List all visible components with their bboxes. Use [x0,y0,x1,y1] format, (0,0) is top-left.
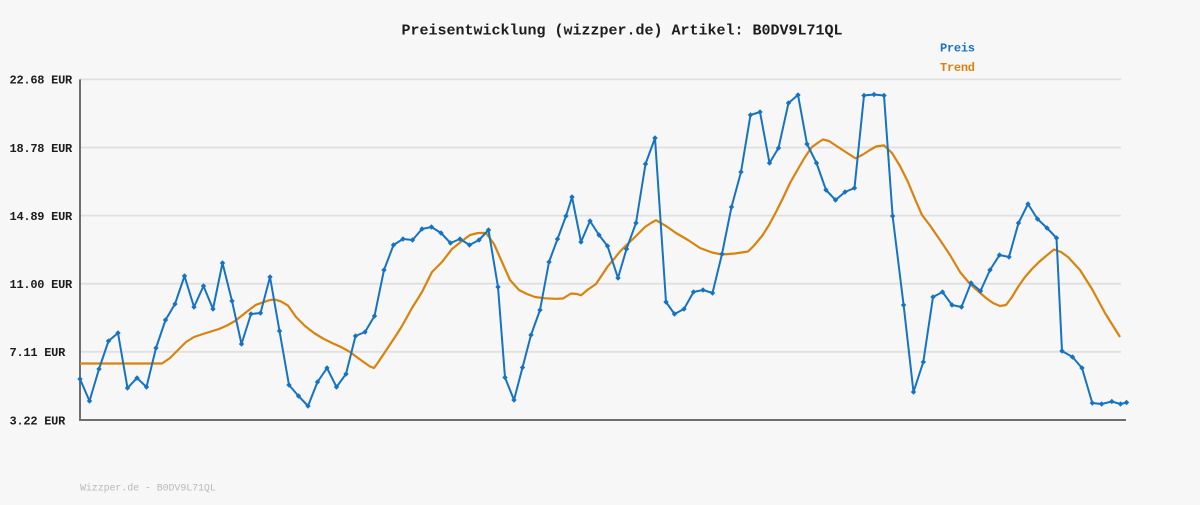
svg-text:Trend: Trend [940,61,975,75]
svg-text:Preis: Preis [940,41,975,55]
svg-text:Wizzper.de - B0DV9L71QL: Wizzper.de - B0DV9L71QL [80,483,216,495]
svg-text:7.11 EUR: 7.11 EUR [10,346,67,360]
svg-text:3.22 EUR: 3.22 EUR [10,414,67,428]
svg-text:18.78 EUR: 18.78 EUR [10,142,74,156]
svg-text:22.68 EUR: 22.68 EUR [10,74,74,88]
svg-text:11.00 EUR: 11.00 EUR [10,278,74,292]
svg-text:14.89 EUR: 14.89 EUR [10,210,74,224]
svg-text:Preisentwicklung (wizzper.de): Preisentwicklung (wizzper.de) Artikel: B… [401,23,842,40]
